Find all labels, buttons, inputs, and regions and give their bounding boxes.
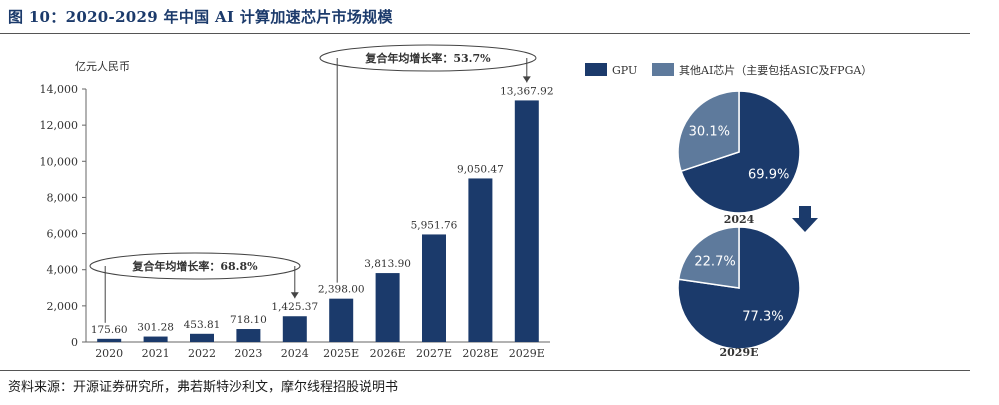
- source-divider: [0, 370, 970, 371]
- y-tick-label: 4,000: [47, 264, 79, 277]
- pie-chart-2024: 69.9% 30.1%: [677, 90, 801, 214]
- bar-2021: [143, 336, 168, 342]
- bar-value-label: 13,367.92: [500, 85, 553, 97]
- bar-2028E: [468, 178, 493, 342]
- bar-value-label: 1,425.37: [271, 301, 318, 313]
- pie-chart-2029e: 77.3% 22.7%: [677, 226, 801, 350]
- cagr-arrow-icon: [290, 292, 299, 299]
- bar-value-label: 175.60: [91, 324, 128, 336]
- pie-value-label: 77.3%: [742, 310, 783, 325]
- cagr-bubble: [319, 44, 537, 72]
- bar-value-label: 718.10: [230, 314, 267, 326]
- bar-chart: 0 2,000 4,000 6,000 8,000 10,000 12,000 14,000 1…: [40, 44, 554, 360]
- y-axis-label: 亿元人民币: [75, 60, 130, 73]
- y-tick-label: 6,000: [47, 228, 79, 241]
- bar-value-label: 5,951.76: [411, 219, 458, 231]
- legend-swatch-other-ai-chip: [652, 63, 674, 76]
- cagr-bubble: [89, 252, 301, 280]
- x-tick-label: 2020: [95, 347, 123, 360]
- y-tick-label: 12,000: [40, 119, 79, 132]
- legend-swatch-gpu: [585, 63, 607, 76]
- pie-value-label: 30.1%: [689, 125, 730, 140]
- bar-value-label: 453.81: [184, 319, 221, 331]
- x-tick-label: 2027E: [416, 347, 452, 360]
- title-divider: [0, 33, 970, 34]
- pie-title-2024: 2024: [724, 213, 755, 226]
- pie-slice-other-ai-chip: [677, 226, 740, 289]
- legend-label-other-ai-chip: 其他AI芯片（主要包括ASIC及FPGA）: [679, 63, 872, 77]
- x-tick-label: 2024: [281, 347, 309, 360]
- source-note: 资料来源：开源证券研究所，弗若斯特沙利文，摩尔线程招股说明书: [8, 380, 399, 395]
- bar-2020: [97, 338, 122, 342]
- bar-2029E: [514, 100, 539, 342]
- figure-title: 图 10：2020-2029 年中国 AI 计算加速芯片市场规模: [8, 8, 393, 26]
- y-tick-label: 8,000: [47, 191, 79, 204]
- legend: GPU 其他AI芯片（主要包括ASIC及FPGA）: [585, 63, 872, 77]
- x-tick-label: 2029E: [509, 347, 545, 360]
- x-tick-label: 2021: [142, 347, 170, 360]
- pie-title-2029e: 2029E: [720, 346, 759, 359]
- bar-value-label: 3,813.90: [364, 258, 411, 270]
- y-tick-label: 14,000: [40, 83, 79, 96]
- pie-value-label: 69.9%: [748, 167, 789, 182]
- bar-2024: [282, 316, 307, 342]
- bar-value-label: 9,050.47: [457, 163, 504, 175]
- legend-label-gpu: GPU: [612, 64, 637, 77]
- y-tick-label: 0: [71, 336, 78, 349]
- arrow-down-icon: [792, 206, 818, 232]
- x-tick-label: 2025E: [323, 347, 359, 360]
- pie-value-label: 22.7%: [694, 254, 735, 269]
- bar-2027E: [422, 234, 446, 342]
- x-tick-label: 2022: [188, 347, 216, 360]
- bar-2023: [236, 329, 261, 342]
- y-tick-label: 10,000: [40, 155, 79, 168]
- bar-value-label: 301.28: [137, 322, 174, 334]
- bar-2025E: [329, 298, 354, 342]
- pie-slice-other-ai-chip: [677, 90, 740, 173]
- x-tick-label: 2026E: [370, 347, 406, 360]
- y-tick-label: 2,000: [47, 300, 79, 313]
- x-tick-label: 2028E: [462, 347, 498, 360]
- cagr-arrow-icon: [522, 76, 531, 83]
- cagr-label: 复合年均增长率：68.8%: [131, 259, 258, 273]
- cagr-label: 复合年均增长率：53.7%: [364, 51, 491, 65]
- bar-2022: [190, 333, 214, 342]
- x-tick-label: 2023: [234, 347, 262, 360]
- bar-2026E: [375, 273, 400, 342]
- pie-slice-gpu: [680, 90, 801, 214]
- bar-value-label: 2,398.00: [318, 284, 365, 296]
